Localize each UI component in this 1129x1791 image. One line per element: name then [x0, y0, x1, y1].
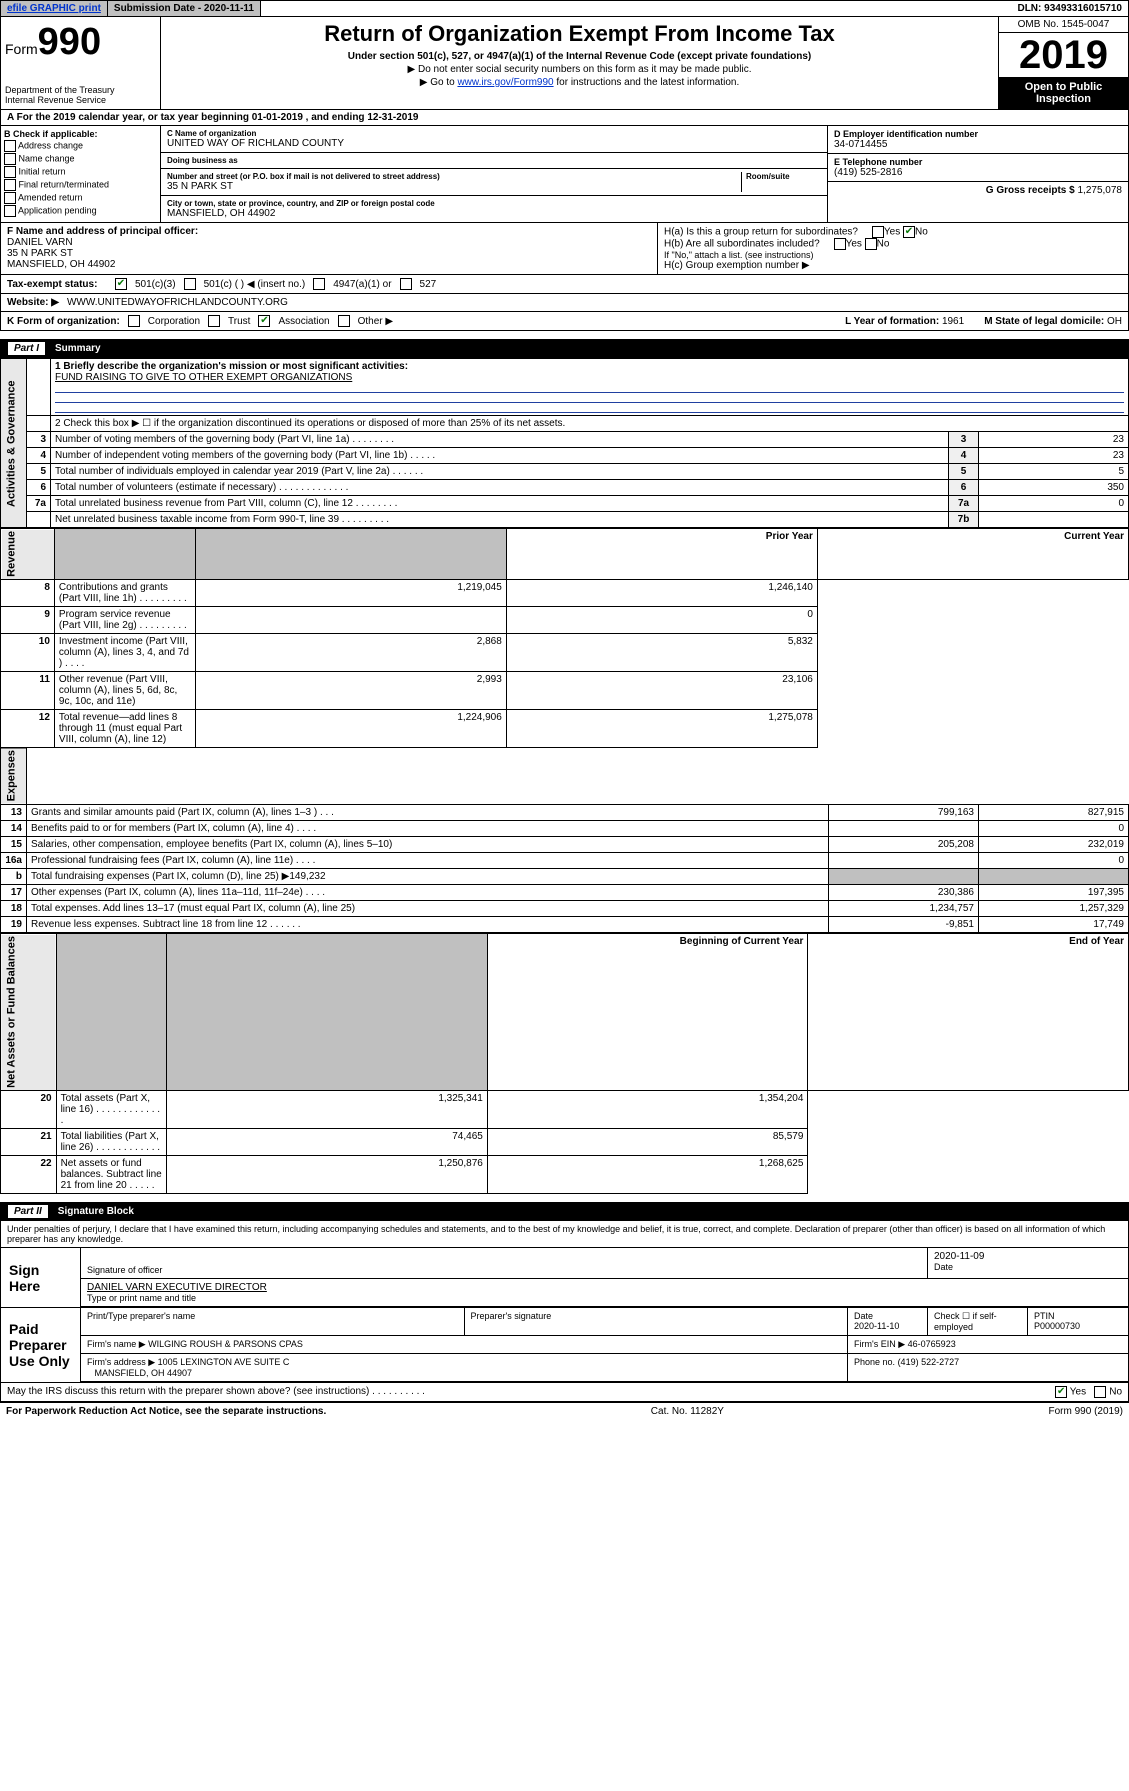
cb-527[interactable]	[400, 278, 412, 290]
paid-preparer-block: Paid Preparer Use Only Print/Type prepar…	[0, 1308, 1129, 1383]
sign-here-label: Sign Here	[1, 1248, 81, 1307]
tax-period: A For the 2019 calendar year, or tax yea…	[0, 110, 1129, 126]
year-formation: 1961	[942, 316, 964, 327]
firm-city: MANSFIELD, OH 44907	[95, 1368, 193, 1378]
officer-name: DANIEL VARN	[7, 237, 73, 248]
cb-amended[interactable]: Amended return	[4, 192, 157, 204]
cb-address-change[interactable]: Address change	[4, 140, 157, 152]
omb-number: OMB No. 1545-0047	[999, 17, 1128, 33]
cb-501c[interactable]	[184, 278, 196, 290]
h-c: H(c) Group exemption number ▶	[664, 260, 1122, 271]
netassets-table: Net Assets or Fund Balances Beginning of…	[0, 933, 1129, 1194]
row-i-tax-status: Tax-exempt status: 501(c)(3) 501(c) ( ) …	[0, 275, 1129, 294]
firm-name: WILGING ROUSH & PARSONS CPAS	[148, 1339, 303, 1349]
col-c-org: C Name of organization UNITED WAY OF RIC…	[161, 126, 828, 222]
cb-discuss-yes[interactable]	[1055, 1386, 1067, 1398]
state-domicile: OH	[1107, 316, 1122, 327]
officer-city: MANSFIELD, OH 44902	[7, 259, 115, 270]
line2: 2 Check this box ▶ ☐ if the organization…	[51, 416, 1129, 432]
org-street: 35 N PARK ST	[167, 181, 741, 192]
firm-ein: 46-0765923	[908, 1339, 956, 1349]
cb-final-return[interactable]: Final return/terminated	[4, 179, 157, 191]
vtab-revenue: Revenue	[1, 529, 55, 580]
efile-graphic-link[interactable]: efile GRAPHIC print	[1, 1, 108, 16]
note-ssn: ▶ Do not enter social security numbers o…	[165, 64, 994, 75]
cb-501c3[interactable]	[115, 278, 127, 290]
cb-discuss-no[interactable]	[1094, 1386, 1106, 1398]
cb-self-employed[interactable]: Check ☐ if self-employed	[928, 1308, 1028, 1335]
ptin: P00000730	[1034, 1321, 1080, 1331]
col-b-checkboxes: B Check if applicable: Address change Na…	[1, 126, 161, 222]
footer: For Paperwork Reduction Act Notice, see …	[0, 1402, 1129, 1420]
dept-treasury: Department of the Treasury Internal Reve…	[5, 85, 156, 105]
website-url: WWW.UNITEDWAYOFRICHLANDCOUNTY.ORG	[67, 297, 288, 308]
revenue-table: Revenue Prior YearCurrent Year 8Contribu…	[0, 528, 1129, 748]
vtab-expenses: Expenses	[1, 748, 27, 804]
h-a: H(a) Is this a group return for subordin…	[664, 226, 1122, 238]
block-b-c-d: B Check if applicable: Address change Na…	[0, 126, 1129, 223]
form-subtitle: Under section 501(c), 527, or 4947(a)(1)…	[165, 51, 994, 62]
h-b: H(b) Are all subordinates included? Yes …	[664, 238, 1122, 250]
dln: DLN: 93493316015710	[261, 1, 1128, 16]
firm-addr: 1005 LEXINGTON AVE SUITE C	[158, 1357, 290, 1367]
irs-link[interactable]: www.irs.gov/Form990	[457, 77, 553, 88]
paid-preparer-label: Paid Preparer Use Only	[1, 1308, 81, 1382]
expenses-table: Expenses 13Grants and similar amounts pa…	[0, 748, 1129, 933]
tax-year: 2019	[999, 33, 1128, 77]
prep-date: 2020-11-10	[854, 1321, 899, 1331]
sign-here-block: Sign Here Signature of officer 2020-11-0…	[0, 1248, 1129, 1308]
open-inspection: Open to Public Inspection	[999, 77, 1128, 109]
perjury-statement: Under penalties of perjury, I declare th…	[0, 1221, 1129, 1248]
org-name: UNITED WAY OF RICHLAND COUNTY	[167, 138, 821, 149]
cb-4947[interactable]	[313, 278, 325, 290]
cb-corp[interactable]	[128, 315, 140, 327]
row-f-h: F Name and address of principal officer:…	[0, 223, 1129, 275]
form-number: Form990	[5, 21, 156, 64]
col-d-right: D Employer identification number 34-0714…	[828, 126, 1128, 222]
cb-trust[interactable]	[208, 315, 220, 327]
cb-other[interactable]	[338, 315, 350, 327]
summary-table: Activities & Governance 1 Briefly descri…	[0, 358, 1129, 528]
top-bar: efile GRAPHIC print Submission Date - 20…	[0, 0, 1129, 17]
cb-name-change[interactable]: Name change	[4, 153, 157, 165]
vtab-netassets: Net Assets or Fund Balances	[1, 934, 57, 1091]
row-j-website: Website: ▶ WWW.UNITEDWAYOFRICHLANDCOUNTY…	[0, 294, 1129, 312]
discuss-row: May the IRS discuss this return with the…	[0, 1383, 1129, 1402]
row-k-form-org: K Form of organization: Corporation Trus…	[0, 312, 1129, 331]
part1-header: Part I Summary	[0, 339, 1129, 358]
vtab-governance: Activities & Governance	[1, 359, 27, 528]
ein: 34-0714455	[834, 139, 1122, 150]
org-city: MANSFIELD, OH 44902	[167, 208, 821, 219]
phone: (419) 525-2816	[834, 167, 1122, 178]
gross-receipts: 1,275,078	[1078, 185, 1123, 196]
firm-phone: (419) 522-2727	[898, 1357, 960, 1367]
sign-date: 2020-11-09	[934, 1251, 1122, 1262]
part2-header: Part II Signature Block	[0, 1202, 1129, 1221]
cb-initial-return[interactable]: Initial return	[4, 166, 157, 178]
officer-name-title: DANIEL VARN EXECUTIVE DIRECTOR	[87, 1282, 1122, 1293]
submission-date: Submission Date - 2020-11-11	[108, 1, 261, 16]
cb-assoc[interactable]	[258, 315, 270, 327]
h-b-note: If "No," attach a list. (see instruction…	[664, 250, 1122, 260]
form-title: Return of Organization Exempt From Incom…	[165, 21, 994, 47]
form-header: Form990 Department of the Treasury Inter…	[0, 17, 1129, 110]
officer-street: 35 N PARK ST	[7, 248, 73, 259]
mission-text: FUND RAISING TO GIVE TO OTHER EXEMPT ORG…	[55, 372, 352, 383]
cb-application-pending[interactable]: Application pending	[4, 205, 157, 217]
note-goto: ▶ Go to www.irs.gov/Form990 for instruct…	[165, 77, 994, 88]
